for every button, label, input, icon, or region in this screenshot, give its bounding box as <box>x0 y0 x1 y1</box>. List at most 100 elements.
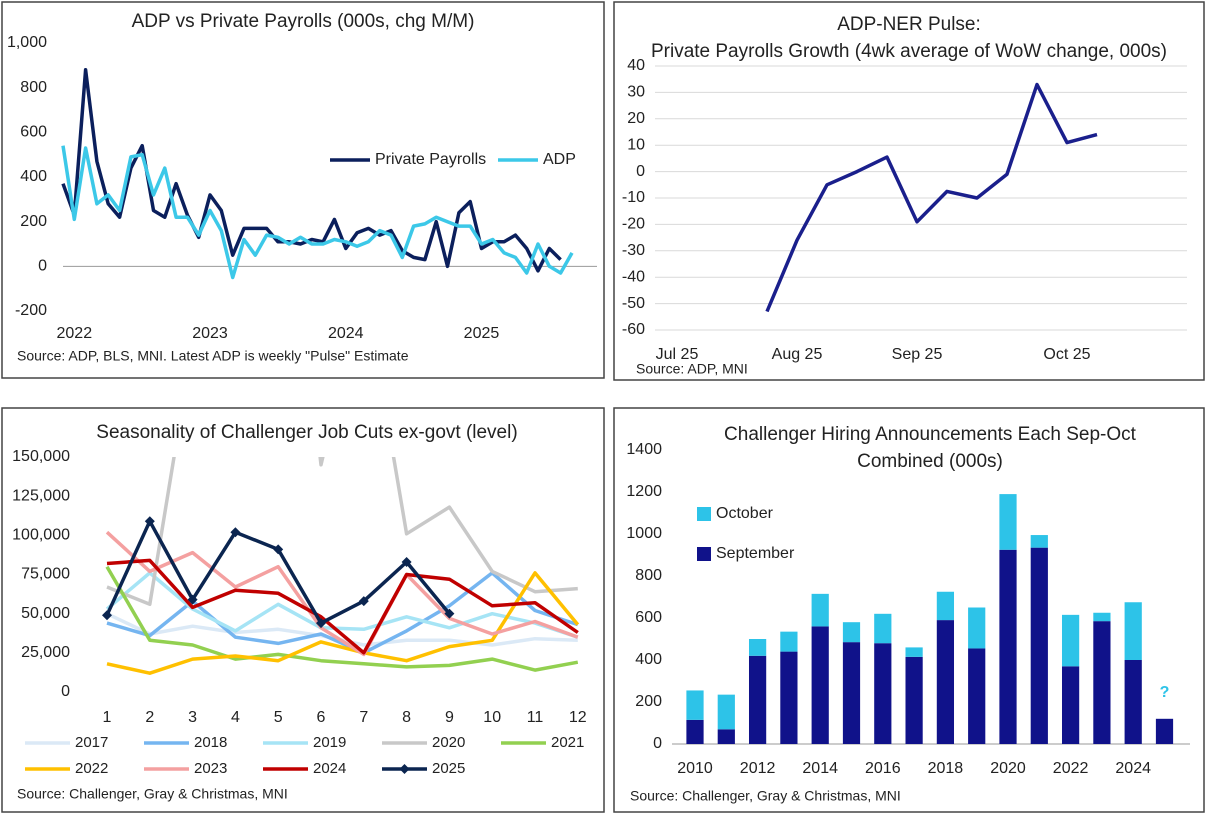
chart: ADP-NER Pulse: Private Payrolls Growth (4… <box>622 14 1187 377</box>
chart: Seasonality of Challenger Job Cuts ex-go… <box>12 422 587 802</box>
legend-label: 2021 <box>551 734 584 751</box>
bar <box>717 729 735 744</box>
x-tick-label: 8 <box>402 709 411 726</box>
bar <box>905 656 923 744</box>
chart: ADP vs Private Payrolls (000s, chg M/M) S… <box>7 11 597 364</box>
bar <box>1124 602 1142 660</box>
legend-label: October <box>716 505 774 522</box>
bar <box>936 620 955 744</box>
x-tick-label: 4 <box>231 709 240 726</box>
x-tick-label: 9 <box>445 709 454 726</box>
y-tick-label: 10 <box>627 136 645 153</box>
series-line <box>105 565 579 672</box>
legend-label: Private Payrolls <box>375 151 486 168</box>
y-tick-label: 30 <box>627 84 645 101</box>
chart-title: Combined (000s) <box>857 451 1003 472</box>
legend-label: 2025 <box>432 760 465 777</box>
x-tick-label: 10 <box>483 709 501 726</box>
x-tick-label: 5 <box>274 709 283 726</box>
legend-label: 2024 <box>313 760 346 777</box>
y-tick-label: 1200 <box>626 483 662 500</box>
x-tick-label: 6 <box>317 709 326 726</box>
y-tick-label: 400 <box>635 651 662 668</box>
legend-label: 2018 <box>194 734 227 751</box>
bar <box>748 655 767 744</box>
x-tick-label: 2012 <box>740 760 776 777</box>
y-tick-label: -200 <box>15 302 47 319</box>
y-tick-label: -60 <box>622 321 645 338</box>
x-tick-label: 7 <box>359 709 368 726</box>
panel-border <box>1 407 605 813</box>
series-line <box>106 571 580 675</box>
y-tick-label: -40 <box>622 268 645 285</box>
point-marker <box>273 544 284 555</box>
source-note: Source: ADP, BLS, MNI. Latest ADP is wee… <box>17 348 409 364</box>
bar <box>874 613 892 644</box>
legend-marker <box>399 764 410 774</box>
bar <box>1093 612 1111 622</box>
y-tick-label: 25,000 <box>21 644 70 661</box>
chart-title: ADP vs Private Payrolls (000s, chg M/M) <box>132 11 475 32</box>
y-tick-label: 1400 <box>626 441 662 458</box>
series-line <box>105 571 579 639</box>
annotation: ? <box>1160 684 1170 701</box>
x-tick-label: 2022 <box>57 325 93 342</box>
y-tick-label: 20 <box>627 110 645 127</box>
series-line <box>61 145 574 280</box>
y-tick-label: 1,000 <box>7 34 47 51</box>
x-tick-label: 2023 <box>192 325 228 342</box>
chart-title: Seasonality of Challenger Job Cuts ex-go… <box>96 422 517 443</box>
legend-label: ADP <box>543 151 576 168</box>
y-tick-label: 50,000 <box>21 605 70 622</box>
point-marker <box>187 594 198 605</box>
legend-label: 2023 <box>194 760 227 777</box>
bar <box>811 626 829 744</box>
bar <box>842 642 861 744</box>
bar <box>905 647 923 657</box>
chart: Challenger Hiring Announcements Each Sep… <box>626 424 1190 804</box>
bar <box>686 719 704 744</box>
x-tick-label: Aug 25 <box>772 346 823 363</box>
y-tick-label: -20 <box>622 216 645 233</box>
legend-swatch <box>697 507 711 521</box>
bar <box>717 694 735 730</box>
y-tick-label: 600 <box>635 609 662 626</box>
chart-title: ADP-NER Pulse: <box>837 14 981 35</box>
bar <box>968 648 986 744</box>
chart-title: Challenger Hiring Announcements Each Sep… <box>724 424 1137 445</box>
point-marker <box>358 596 369 607</box>
x-tick-label: 2010 <box>677 760 713 777</box>
point-marker <box>102 610 112 621</box>
x-tick-label: 2016 <box>865 760 901 777</box>
y-tick-label: 125,000 <box>12 487 70 504</box>
bar <box>686 690 704 720</box>
panel-border <box>613 407 1205 813</box>
x-tick-label: 2020 <box>990 760 1026 777</box>
bar <box>748 639 767 656</box>
series-line <box>106 457 578 607</box>
y-tick-label: 800 <box>635 567 662 584</box>
y-tick-label: 800 <box>20 79 47 96</box>
series-line <box>106 558 579 655</box>
bar <box>1061 614 1080 667</box>
y-tick-label: 0 <box>61 683 70 700</box>
y-tick-label: -10 <box>622 189 645 206</box>
x-tick-label: 11 <box>527 709 544 726</box>
bar <box>968 607 986 649</box>
point-marker <box>230 527 241 538</box>
bar <box>1155 718 1174 744</box>
x-tick-label: 1 <box>103 709 112 726</box>
x-tick-label: Sep 25 <box>892 346 943 363</box>
y-tick-label: 200 <box>20 213 47 230</box>
point-marker <box>444 608 455 619</box>
y-tick-label: 600 <box>20 124 47 141</box>
series-line <box>765 82 1098 313</box>
y-tick-label: 150,000 <box>12 448 70 465</box>
y-tick-label: 0 <box>636 163 645 180</box>
y-tick-label: 100,000 <box>12 527 70 544</box>
x-tick-label: Jul 25 <box>656 346 699 363</box>
bar <box>842 622 861 643</box>
legend-label: September <box>716 545 795 562</box>
point-marker <box>401 556 412 567</box>
bar <box>1124 660 1142 744</box>
